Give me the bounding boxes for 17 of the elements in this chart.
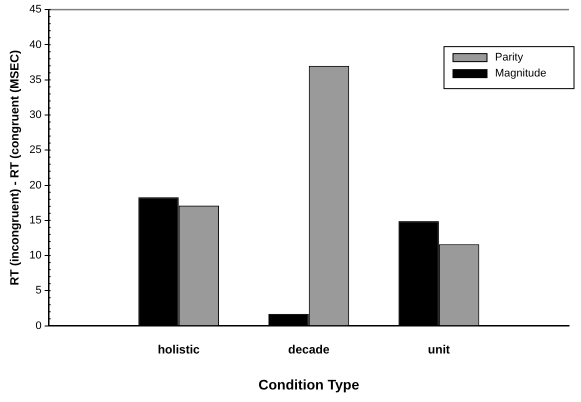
y-tick-label: 35 — [29, 74, 42, 86]
x-axis-title: Condition Type — [258, 376, 360, 392]
y-tick-label: 0 — [36, 320, 42, 332]
y-tick-label: 10 — [29, 250, 42, 262]
legend-label: Magnitude — [495, 68, 546, 80]
y-tick-label: 25 — [29, 144, 42, 156]
y-tick-label: 20 — [29, 179, 42, 192]
legend-label: Parity — [495, 52, 524, 64]
y-tick-label: 30 — [29, 109, 42, 122]
y-tick-label: 40 — [29, 38, 42, 51]
y-tick-label: 45 — [29, 4, 42, 16]
x-tick-label: holistic — [158, 342, 200, 356]
y-axis-title: RT (incongruent) - RT (congruent (MSEC) — [8, 50, 22, 286]
x-tick-label: decade — [288, 342, 330, 356]
y-tick-label: 5 — [36, 284, 42, 297]
y-tick-label: 15 — [29, 214, 42, 226]
x-tick-label: unit — [428, 342, 450, 356]
